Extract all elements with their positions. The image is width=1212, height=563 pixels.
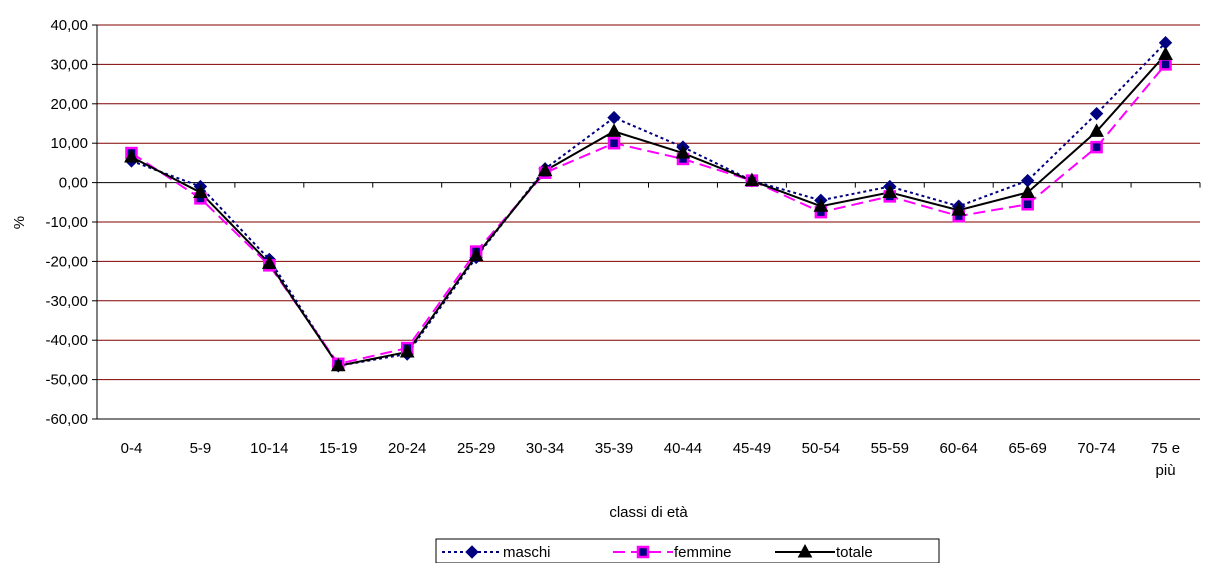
x-tick-label: 65-69 <box>1008 440 1046 457</box>
square-marker <box>1090 140 1103 154</box>
legend-marker <box>797 543 813 558</box>
y-tick-label: -50,00 <box>45 372 88 389</box>
legend: maschi femmine totale <box>435 538 940 563</box>
x-tick-label: 40-44 <box>664 440 702 457</box>
y-tick-label: -60,00 <box>45 411 88 428</box>
triangle-marker <box>330 357 346 372</box>
gridlines <box>97 24 1200 420</box>
x-tick-label: 50-54 <box>802 440 840 457</box>
legend-box <box>435 538 940 563</box>
triangle-marker <box>675 145 691 159</box>
triangle-marker <box>744 172 760 187</box>
y-tick-label: 40,00 <box>50 17 88 34</box>
series-line-maschi <box>131 42 1167 367</box>
y-tick-label: 20,00 <box>50 96 88 113</box>
square-marker <box>607 136 621 150</box>
triangle-marker <box>468 247 484 261</box>
x-tick-label: 15-19 <box>319 440 357 457</box>
x-tick-label: 25-29 <box>457 440 495 457</box>
x-tick-label: 55-59 <box>871 440 909 457</box>
diamond-marker <box>1089 106 1104 121</box>
triangle-marker <box>537 162 553 177</box>
x-tick-label: 60-64 <box>940 440 978 457</box>
triangle-marker <box>1020 184 1035 198</box>
y-tick-label: 10,00 <box>50 135 88 152</box>
x-tick-label: 10-14 <box>250 440 288 457</box>
series-line-totale <box>131 53 1167 367</box>
x-tick-label: 0-4 <box>121 440 143 457</box>
tick-labels: 40,00 30,00 20,00 10,00 0,00 -10,00 -20,00 -30,… <box>45 17 1180 479</box>
triangle-marker <box>813 198 829 212</box>
triangle-marker <box>399 343 415 358</box>
x-tick-label: 45-49 <box>733 440 771 457</box>
x-tick-label: 75 e più <box>1151 440 1180 479</box>
y-tick-label: -30,00 <box>45 293 88 310</box>
triangle-marker <box>262 255 277 269</box>
diamond-marker <box>607 110 621 125</box>
x-tick-label: 70-74 <box>1077 440 1115 457</box>
triangle-marker <box>124 148 139 163</box>
series-lines <box>130 42 1167 367</box>
y-tick-label: -40,00 <box>45 332 88 349</box>
y-tick-label: 30,00 <box>50 56 88 73</box>
triangle-marker <box>1158 46 1173 61</box>
legend-label-femmine: femmine <box>674 544 732 561</box>
axes <box>92 24 1201 420</box>
x-tick-label: 5-9 <box>190 440 212 457</box>
x-axis-title: classi di età <box>609 504 688 521</box>
triangle-marker <box>882 184 898 198</box>
y-axis-title: % <box>11 216 28 229</box>
triangle-marker <box>606 123 622 137</box>
legend-marker <box>465 545 479 559</box>
legend-marker <box>636 545 650 559</box>
legend-label-maschi: maschi <box>503 544 551 561</box>
x-tick-label: 20-24 <box>388 440 426 457</box>
y-tick-label: 0,00 <box>59 175 88 192</box>
triangle-marker <box>951 202 967 216</box>
y-tick-label: -20,00 <box>45 253 88 270</box>
legend-label-totale: totale <box>836 544 873 561</box>
square-marker <box>1159 58 1172 71</box>
x-tick-label: 35-39 <box>595 440 633 457</box>
series-markers <box>124 36 1173 373</box>
x-tick-label: 30-34 <box>526 440 564 457</box>
triangle-marker <box>193 184 208 198</box>
series-line-femmine <box>130 63 1167 365</box>
square-marker <box>1021 198 1034 211</box>
y-tick-label: -10,00 <box>45 214 88 231</box>
triangle-marker <box>1089 123 1104 137</box>
